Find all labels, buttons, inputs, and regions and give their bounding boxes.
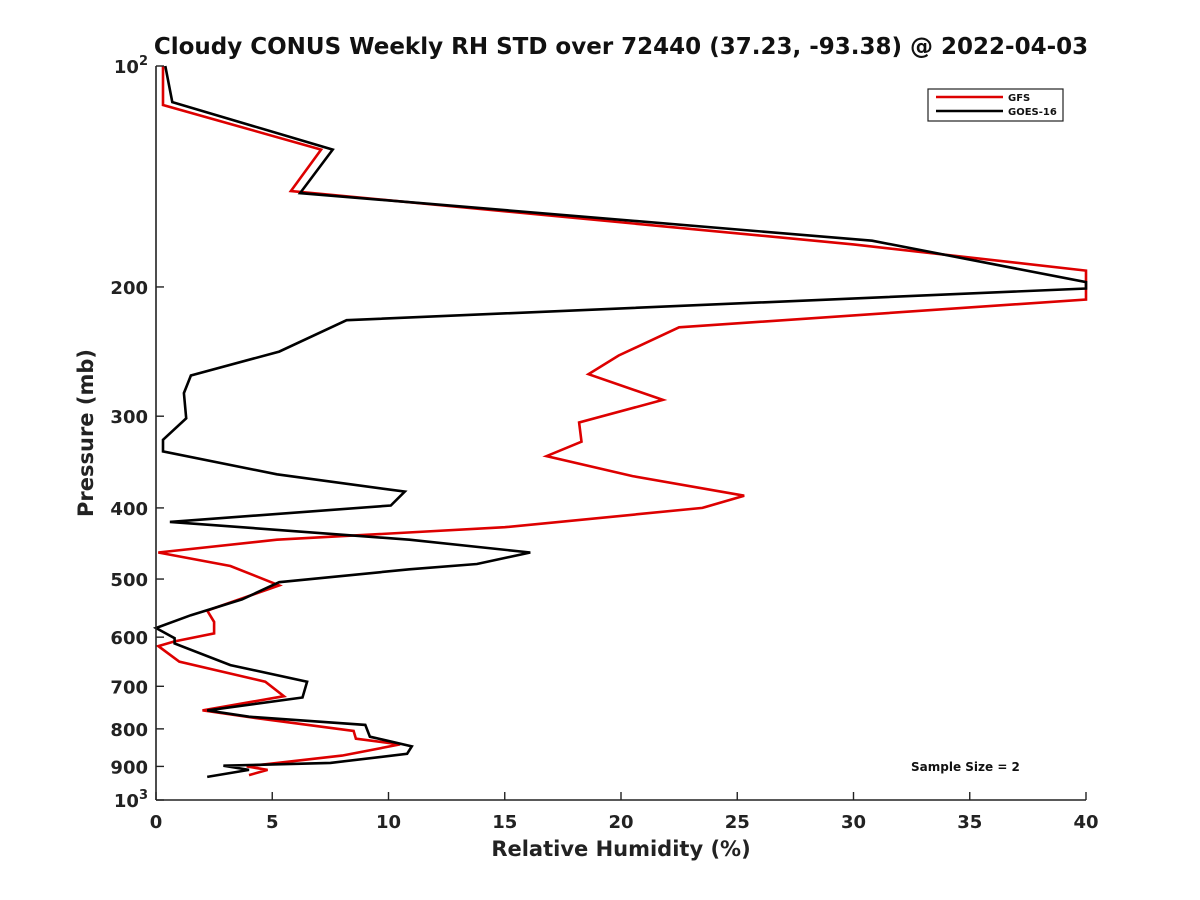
y-tick-label: 300 bbox=[110, 407, 148, 428]
x-tick-label: 0 bbox=[150, 812, 163, 833]
legend-gfs-label: GFS bbox=[1008, 93, 1030, 104]
x-axis-ticks: 0 5 10 15 20 25 30 35 40 bbox=[150, 792, 1099, 833]
x-tick-label: 25 bbox=[725, 812, 750, 833]
x-tick-label: 5 bbox=[266, 812, 279, 833]
legend-goes16-label: GOES-16 bbox=[1008, 107, 1057, 118]
legend-box bbox=[927, 88, 1064, 122]
x-axis-label: Relative Humidity (%) bbox=[491, 837, 750, 861]
y-tick-label: 800 bbox=[110, 720, 148, 741]
y-tick-label: 500 bbox=[110, 570, 148, 591]
series-line-gfs bbox=[155, 66, 1088, 777]
chart-title: Cloudy CONUS Weekly RH STD over 72440 (3… bbox=[154, 34, 1088, 60]
y-tick-label: 700 bbox=[110, 677, 148, 698]
legend: GFS GOES-16 bbox=[927, 88, 1064, 122]
series-layer bbox=[152, 65, 1088, 779]
x-tick-label: 35 bbox=[957, 812, 982, 833]
y-tick-label: 900 bbox=[110, 757, 148, 778]
x-tick-label: 30 bbox=[841, 812, 866, 833]
x-tick-label: 40 bbox=[1073, 812, 1098, 833]
x-tick-label: 15 bbox=[492, 812, 517, 833]
y-tick-label: 102 bbox=[114, 54, 148, 78]
axes-background bbox=[156, 66, 1086, 800]
x-tick-label: 20 bbox=[608, 812, 633, 833]
y-tick-label: 103 bbox=[114, 788, 148, 812]
y-axis-ticks: 102 200 300 400 500 600 700 800 900 103 bbox=[110, 54, 164, 812]
plot-area: 0 5 10 15 20 25 30 35 40 102 200 300 400 500 600 700 80… bbox=[110, 54, 1098, 833]
y-tick-label: 400 bbox=[110, 499, 148, 520]
x-tick-label: 10 bbox=[376, 812, 401, 833]
y-tick-label: 200 bbox=[110, 278, 148, 299]
series-line-goes-16 bbox=[152, 65, 1088, 779]
sample-size-note: Sample Size = 2 bbox=[911, 760, 1020, 774]
y-tick-label: 600 bbox=[110, 628, 148, 649]
y-axis-label: Pressure (mb) bbox=[74, 349, 98, 517]
